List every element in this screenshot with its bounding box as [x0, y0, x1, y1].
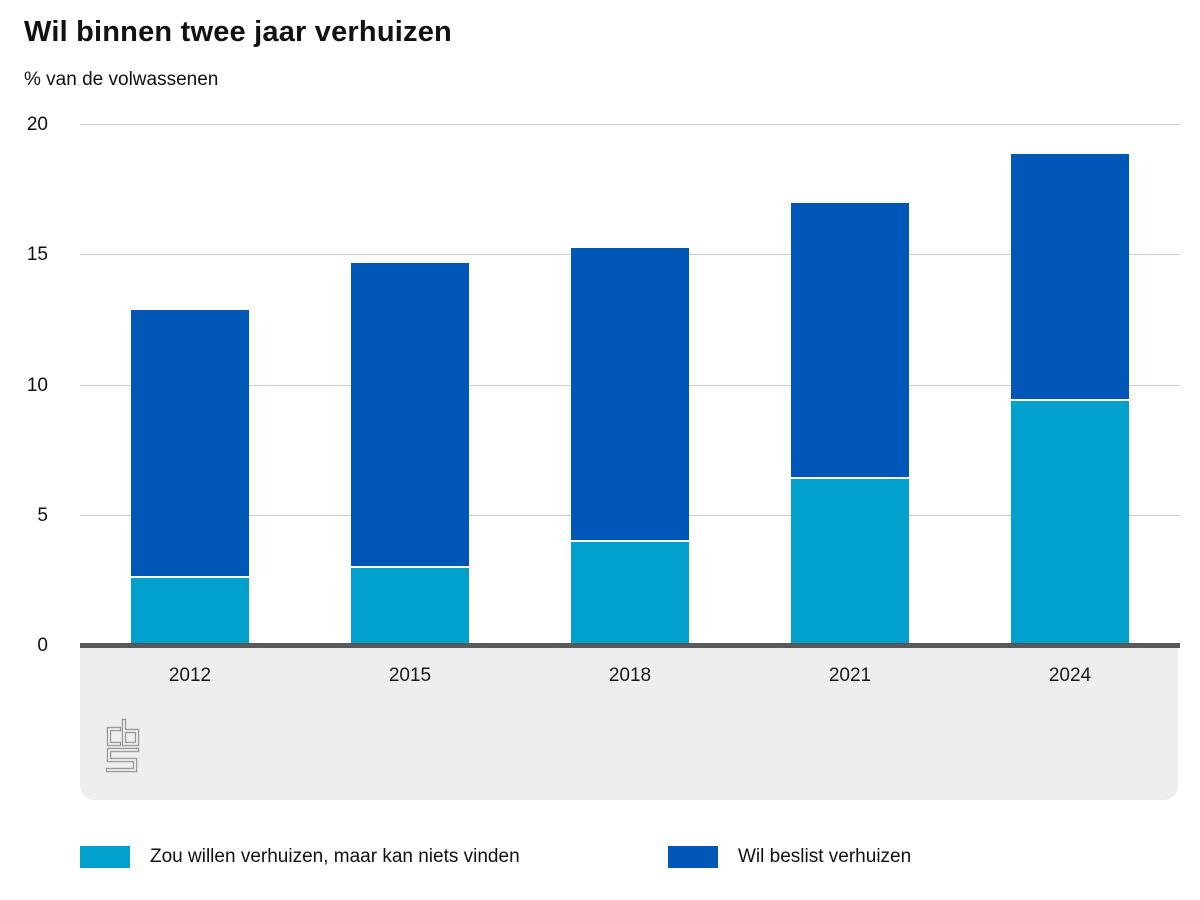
- bar-segment-2021-zou-willen[interactable]: [791, 479, 909, 646]
- bar-segment-2015-zou-willen[interactable]: [351, 568, 469, 646]
- bar-segment-2015-wil-beslist[interactable]: [351, 263, 469, 568]
- y-tick-label-20: 20: [26, 114, 48, 135]
- x-tick-label-2021: 2021: [828, 665, 872, 686]
- x-tick-label-2012: 2012: [168, 665, 212, 686]
- bar-segment-2012-zou-willen[interactable]: [131, 578, 249, 646]
- legend-label: Zou willen verhuizen, maar kan niets vin…: [150, 846, 520, 867]
- legend-swatch-dark-blue: [668, 846, 718, 868]
- x-tick-label-2015: 2015: [388, 665, 432, 686]
- bar-2012: [131, 310, 249, 646]
- bar-segment-2018-zou-willen[interactable]: [571, 542, 689, 646]
- y-tick-label-10: 10: [26, 375, 48, 396]
- legend: Zou willen verhuizen, maar kan niets vin…: [0, 846, 1200, 876]
- bar-2015: [351, 263, 469, 646]
- bar-segment-2018-wil-beslist[interactable]: [571, 248, 689, 542]
- bar-segment-2024-zou-willen[interactable]: [1011, 401, 1129, 646]
- bar-segment-2021-wil-beslist[interactable]: [791, 203, 909, 479]
- y-tick-label-5: 5: [37, 505, 48, 526]
- chart-title: Wil binnen twee jaar verhuizen: [24, 16, 452, 48]
- legend-label: Wil beslist verhuizen: [738, 846, 912, 867]
- x-axis-baseline: [80, 643, 1180, 648]
- y-tick-label-15: 15: [26, 244, 48, 265]
- legend-item-wil-beslist-verhuizen[interactable]: Wil beslist verhuizen: [668, 846, 911, 868]
- bar-2024: [1011, 154, 1129, 646]
- x-axis-panel: [80, 648, 1178, 800]
- bar-2021: [791, 203, 909, 646]
- x-tick-label-2018: 2018: [608, 665, 652, 686]
- cbs-logo: [102, 714, 144, 781]
- bar-segment-2024-wil-beslist[interactable]: [1011, 154, 1129, 401]
- gridline-20: [80, 124, 1180, 125]
- chart-subtitle: % van de volwassenen: [24, 69, 219, 90]
- legend-swatch-light-blue: [80, 846, 130, 868]
- legend-item-zou-willen-verhuizen[interactable]: Zou willen verhuizen, maar kan niets vin…: [80, 846, 520, 868]
- bar-2018: [571, 248, 689, 646]
- bar-segment-2012-wil-beslist[interactable]: [131, 310, 249, 578]
- x-tick-label-2024: 2024: [1048, 665, 1092, 686]
- cbs-logo-icon: [105, 718, 140, 773]
- y-tick-label-0: 0: [37, 635, 48, 656]
